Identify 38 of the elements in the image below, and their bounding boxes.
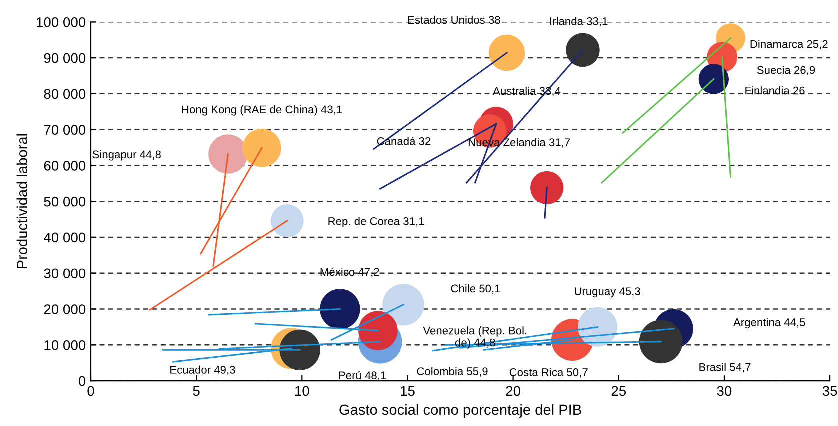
y-tick-label: 10 000	[44, 340, 86, 350]
annotation: México 47,2	[320, 268, 380, 278]
y-axis-title: Productividad laboral	[16, 134, 28, 268]
x-tick-label: 0	[88, 386, 94, 396]
y-tick-label: 70 000	[44, 125, 86, 135]
annotation: Argentina 44,5	[734, 318, 806, 329]
y-tick-label: 100 000	[37, 17, 86, 28]
annotation: Hong Kong (RAE de China) 43,1	[182, 105, 342, 116]
y-tick-label: 20 000	[44, 304, 86, 314]
y-tick-label: 0	[78, 376, 86, 386]
y-tick-label: 40 000	[44, 232, 86, 243]
x-axis-title: Gasto social como porcentaje del PIB	[340, 404, 582, 418]
annotation: Finlandia 26	[746, 86, 805, 95]
annotation: Irlanda 33,1	[550, 17, 608, 27]
annotation: Singapur 44,8	[92, 150, 161, 161]
annotation: Suecia 26,9	[757, 66, 816, 76]
annotation: Perú 48,1	[339, 371, 386, 381]
x-tick-label: 15	[401, 386, 415, 396]
y-tick-label: 50 000	[44, 196, 86, 207]
annotation: Colombia 55,9	[417, 367, 488, 377]
annotation: Dinamarca 25,2	[750, 40, 828, 50]
annotation: Rep. de Corea 31,1	[328, 217, 424, 228]
y-tick-label: 80 000	[44, 89, 86, 100]
y-tick-label: 60 000	[44, 161, 86, 171]
x-tick-label: 10	[295, 386, 310, 396]
x-tick-label: 5	[193, 386, 200, 396]
annotation: Chile 50,1	[451, 284, 500, 294]
annotation: Ecuador 49,3	[170, 366, 236, 376]
annotation: Costa Rica 50,7	[510, 368, 588, 378]
annotation: Uruguay 45,3	[575, 288, 640, 298]
x-tick-label: 30	[717, 386, 732, 396]
annotation: Brasil 54,7	[700, 363, 751, 373]
annotation: Estados Unidos 38	[408, 16, 500, 24]
x-tick-label: 25	[612, 386, 626, 396]
y-tick-label: 90 000	[44, 53, 86, 64]
x-tick-label: 35	[822, 386, 838, 396]
y-tick-label: 30 000	[44, 268, 86, 279]
x-tick-label: 20	[506, 386, 520, 396]
